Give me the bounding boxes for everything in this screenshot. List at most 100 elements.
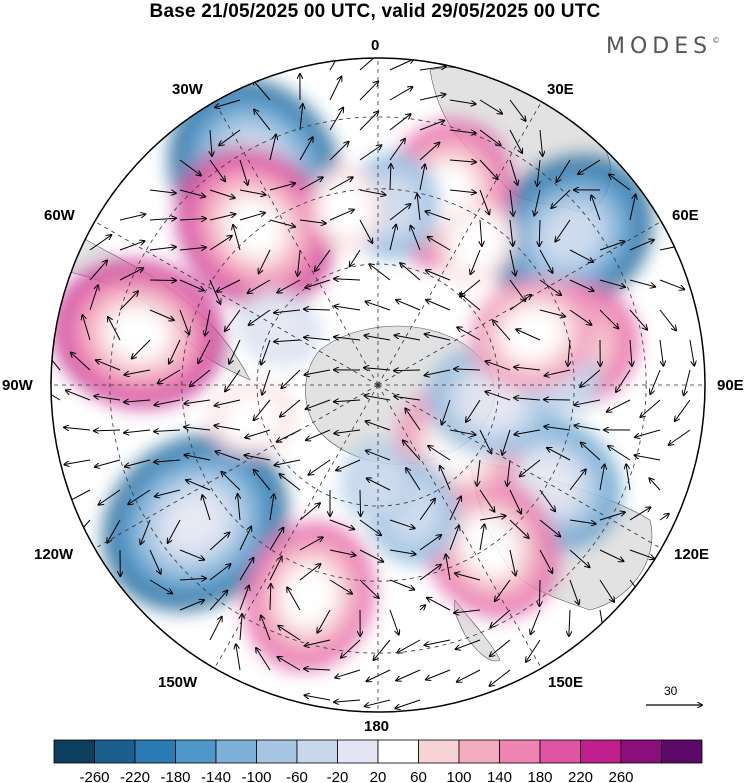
wind-vector xyxy=(149,218,176,220)
wind-vector xyxy=(520,459,541,476)
wind-vector xyxy=(394,335,421,341)
wind-vector xyxy=(569,549,589,567)
wind-vector xyxy=(629,195,636,221)
wind-vector xyxy=(493,320,511,341)
anomaly-center-15 xyxy=(52,260,224,408)
wind-vector xyxy=(254,470,271,491)
wind-vector xyxy=(259,249,271,273)
latitude-circle xyxy=(109,116,647,654)
wind-vector xyxy=(539,519,560,536)
wind-vector xyxy=(634,455,661,461)
wind-vector xyxy=(569,579,579,604)
wind-vector xyxy=(640,399,661,417)
wind-vector xyxy=(82,315,91,341)
wind-vector xyxy=(238,494,240,521)
wind-vector xyxy=(304,669,331,670)
wind-vector xyxy=(95,459,121,467)
wind-vector xyxy=(514,429,541,435)
wind-vector xyxy=(449,190,476,193)
wind-vector xyxy=(419,66,446,71)
wind-vector xyxy=(457,669,481,682)
anomaly-contour xyxy=(226,198,284,258)
wind-vector xyxy=(394,370,421,371)
wind-vector xyxy=(569,249,593,262)
wind-vector xyxy=(514,367,541,370)
wind-vector xyxy=(609,174,631,191)
wind-vector xyxy=(403,440,421,461)
wind-vector xyxy=(485,392,511,401)
wind-vector xyxy=(185,455,211,461)
wind-vector xyxy=(568,339,570,366)
wind-vector xyxy=(262,369,271,395)
wind-vector xyxy=(599,464,605,491)
wind-vector xyxy=(509,99,526,121)
wind-vector xyxy=(107,519,121,543)
wind-vector xyxy=(225,369,241,391)
wind-vector xyxy=(591,195,601,221)
wind-vector xyxy=(209,236,232,251)
wind-vector xyxy=(454,369,481,370)
wind-vector xyxy=(239,586,249,611)
wind-vector xyxy=(179,189,205,197)
wind-vector xyxy=(287,587,301,611)
wind-vector xyxy=(470,249,481,274)
wind-vector xyxy=(184,399,211,404)
wind-vector xyxy=(406,468,421,491)
wind-vector xyxy=(149,579,172,594)
modes-logo-text: MODES xyxy=(606,34,713,59)
wind-vector xyxy=(124,369,151,375)
wind-vector xyxy=(630,339,632,366)
wind-vector xyxy=(389,204,411,221)
wind-vector xyxy=(426,300,451,311)
wind-vector xyxy=(526,639,541,662)
wind-vector xyxy=(389,59,414,71)
meridian-line xyxy=(377,87,551,386)
wind-vector xyxy=(479,489,494,512)
wind-vector xyxy=(96,360,121,371)
wind-vector xyxy=(179,600,204,611)
wind-vector xyxy=(659,309,676,330)
wind-vector xyxy=(569,519,596,524)
wind-vector xyxy=(569,309,591,325)
wind-vector xyxy=(168,519,181,543)
wind-vector xyxy=(544,426,571,431)
wind-vector xyxy=(364,335,391,341)
wind-vector xyxy=(509,159,518,185)
anomaly-center-10 xyxy=(439,202,516,284)
wind-vector xyxy=(659,339,663,366)
wind-vector xyxy=(350,249,361,266)
wind-vector xyxy=(534,189,541,215)
wind-vector xyxy=(275,459,301,465)
wind-vector xyxy=(650,369,661,394)
wind-vector xyxy=(179,309,189,334)
wind-vector xyxy=(509,249,515,275)
lon-label-150w: 150W xyxy=(158,674,198,691)
wind-vector xyxy=(539,279,561,295)
wind-vector xyxy=(425,369,451,375)
wind-vector xyxy=(426,669,451,680)
wind-vector xyxy=(428,446,451,461)
wind-vector xyxy=(280,399,301,417)
wind-vector xyxy=(249,309,271,325)
wind-vector xyxy=(215,451,241,461)
wind-vector xyxy=(329,210,354,221)
wind-vector xyxy=(155,399,181,405)
lon-label-120e: 120E xyxy=(674,546,710,563)
wind-vector xyxy=(119,214,145,221)
wind-vector xyxy=(254,399,271,420)
wind-vector xyxy=(449,526,459,551)
meridian-line xyxy=(80,384,379,558)
wind-vector xyxy=(580,369,601,387)
wind-vector xyxy=(629,507,650,521)
wind-vector xyxy=(179,159,201,175)
wind-vector xyxy=(608,446,631,461)
wind-vector xyxy=(509,549,516,575)
wind-vector xyxy=(334,306,361,311)
anomaly-contour xyxy=(107,307,169,361)
wind-vector xyxy=(269,219,295,227)
anomaly-contour xyxy=(320,177,374,239)
wind-vector xyxy=(359,111,378,131)
wind-vector xyxy=(359,549,383,562)
map-title: Base 21/05/2025 00 UTC, valid 29/05/2025… xyxy=(149,1,601,22)
wind-vector xyxy=(510,219,513,246)
